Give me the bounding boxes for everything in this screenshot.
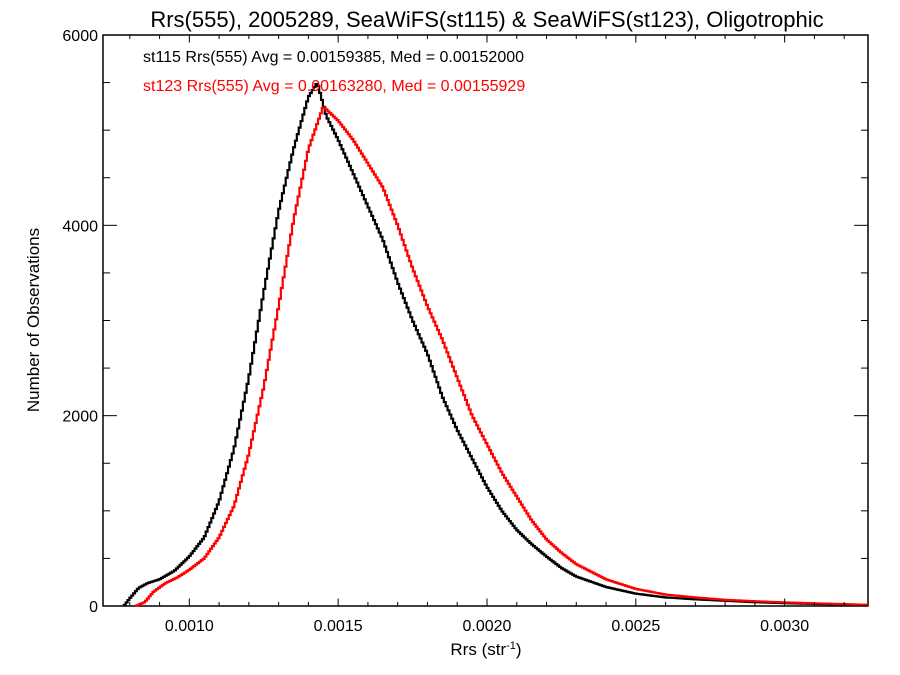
y-tick-label-2: 4000 (62, 218, 98, 235)
y-tick-label-0: 0 (89, 599, 98, 616)
x-axis-label-superscript: -1 (506, 640, 516, 652)
legend-annotation-st123: st123 Rrs(555) Avg = 0.00163280, Med = 0… (143, 78, 525, 95)
x-axis-label-main: Rrs (str (450, 640, 506, 659)
series-layer (122, 82, 868, 607)
x-tick-label-1: 0.0015 (314, 618, 363, 635)
y-tick-label-3: 6000 (62, 28, 98, 45)
x-tick-label-2: 0.0020 (463, 618, 512, 635)
x-axis-label-close: ) (516, 640, 522, 659)
x-tick-label-4: 0.0030 (760, 618, 809, 635)
legend-annotation-st115: st115 Rrs(555) Avg = 0.00159385, Med = 0… (143, 49, 524, 66)
y-tick-label-1: 2000 (62, 409, 98, 426)
x-tick-label-0: 0.0010 (165, 618, 214, 635)
series-line-0 (122, 82, 868, 607)
x-axis-label: Rrs (str-1) (450, 640, 521, 659)
series-line-1 (134, 106, 868, 607)
x-tick-label-3: 0.0025 (611, 618, 660, 635)
ticks-layer: 0.0010 0.0015 0.0020 0.0025 0.0030 0 2000 4000 6… (62, 28, 868, 635)
y-axis-label: Number of Observations (24, 228, 43, 412)
chart-title: Rrs(555), 2005289, SeaWiFS(st115) & SeaW… (150, 7, 823, 32)
plot-frame (102, 34, 869, 607)
